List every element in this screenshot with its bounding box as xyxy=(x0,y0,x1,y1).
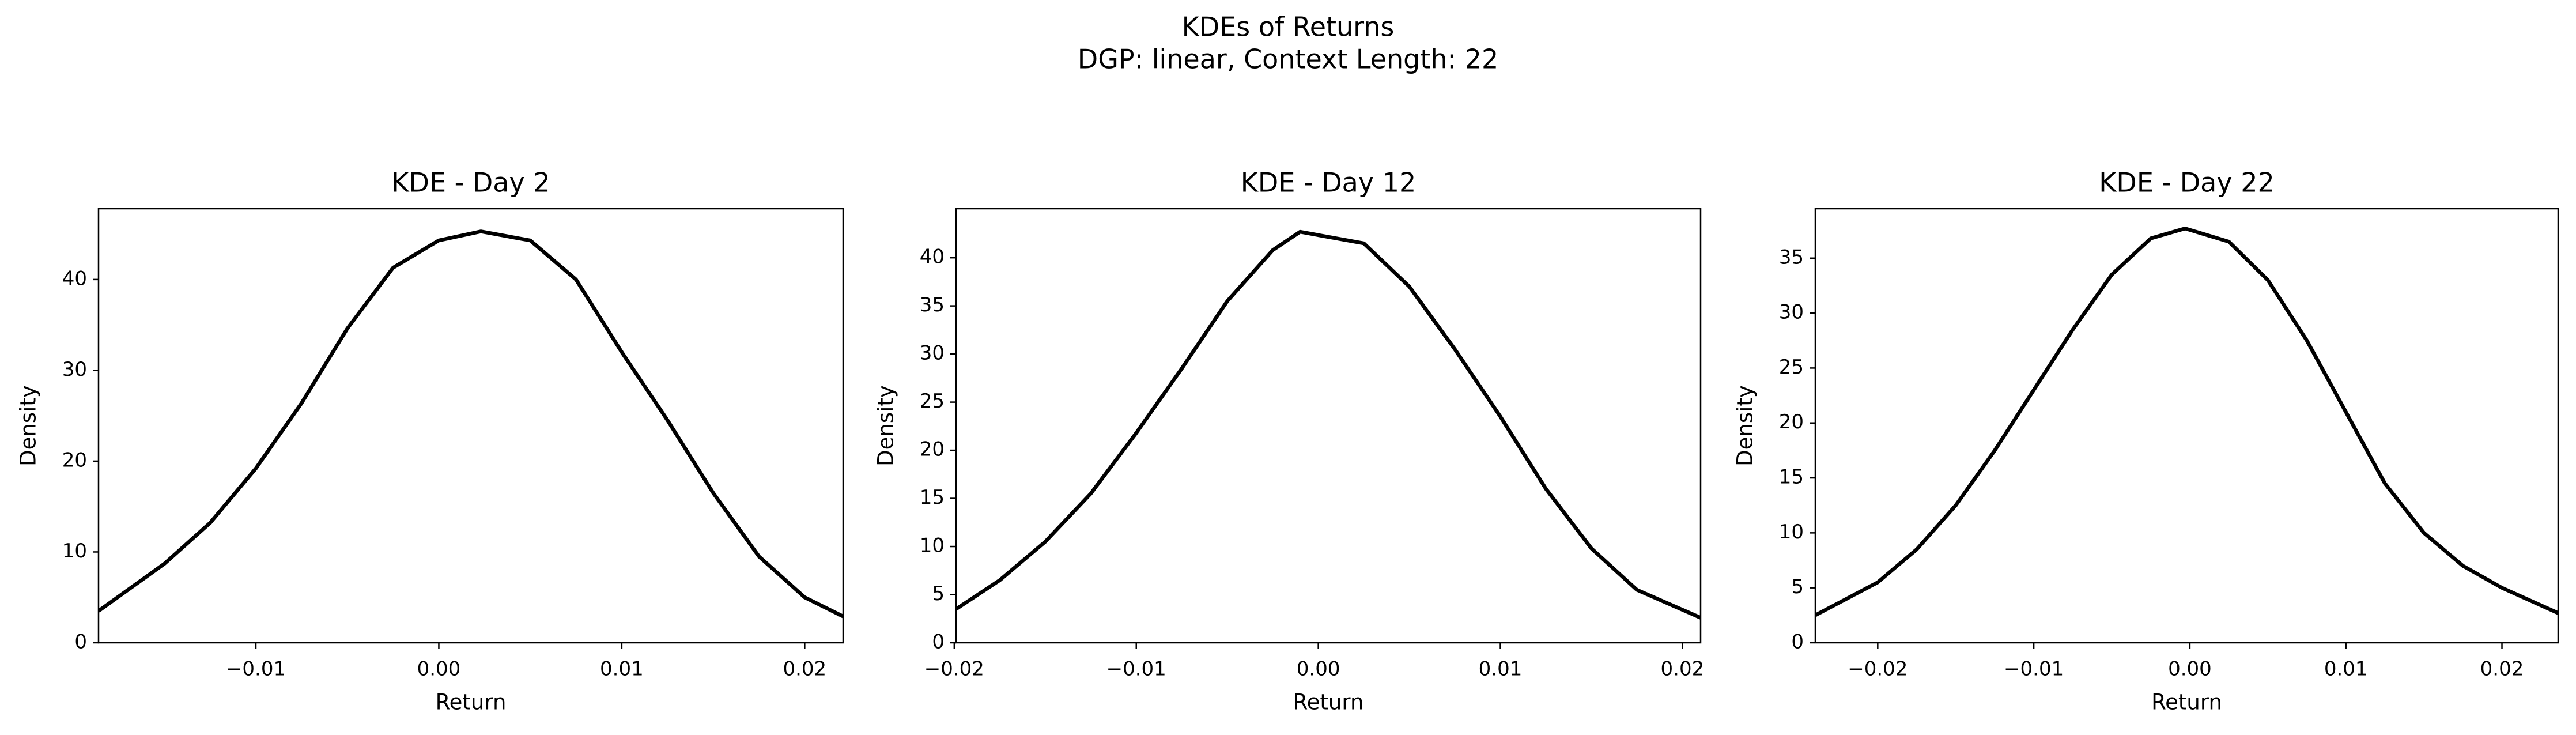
y-tick-label: 0 xyxy=(932,631,945,654)
y-tick-label: 20 xyxy=(920,438,945,461)
x-tick-label: 0.02 xyxy=(1661,658,1705,681)
y-tick-label: 20 xyxy=(62,448,87,472)
y-axis-label: Density xyxy=(874,385,898,466)
y-tick-label: 20 xyxy=(1779,410,1804,434)
y-tick-label: 10 xyxy=(62,540,87,563)
y-tick-label: 10 xyxy=(920,534,945,557)
y-tick-label: 0 xyxy=(74,631,87,654)
y-tick-label: 15 xyxy=(920,486,945,509)
x-tick-label: 0.02 xyxy=(2480,658,2524,681)
figure-subtitle: DGP: linear, Context Length: 22 xyxy=(1078,44,1498,75)
kde-line xyxy=(956,229,1701,620)
y-tick-label: 30 xyxy=(62,358,87,381)
subplot-title: KDE - Day 22 xyxy=(2099,167,2274,198)
x-tick-label: 0.00 xyxy=(1297,658,1340,681)
x-tick-label: −0.02 xyxy=(1848,658,1908,681)
x-tick-label: 0.01 xyxy=(1479,658,1523,681)
x-tick-label: 0.02 xyxy=(783,658,826,681)
x-axis-label: Return xyxy=(2151,690,2222,715)
y-tick-label: 15 xyxy=(1779,466,1804,489)
axes-frame xyxy=(1814,208,2559,644)
y-tick-label: 0 xyxy=(1791,631,1804,654)
x-tick-label: 0.01 xyxy=(600,658,644,681)
y-tick-label: 40 xyxy=(62,267,87,290)
y-tick-label: 5 xyxy=(1791,575,1804,598)
x-tick-label: −0.01 xyxy=(226,658,286,681)
x-tick-label: 0.00 xyxy=(2168,658,2212,681)
subplot-title: KDE - Day 12 xyxy=(1241,167,1416,198)
x-axis-label: Return xyxy=(1293,690,1364,715)
y-tick-label: 5 xyxy=(932,582,945,605)
kde-line xyxy=(1815,227,2558,617)
kde-line xyxy=(99,229,843,619)
y-tick-label: 30 xyxy=(920,342,945,365)
x-tick-label: 0.00 xyxy=(417,658,461,681)
y-axis-label: Density xyxy=(16,385,41,466)
axes-frame xyxy=(955,208,1702,644)
y-tick-label: 25 xyxy=(920,390,945,413)
axes-frame xyxy=(97,208,844,644)
y-tick-label: 30 xyxy=(1779,301,1804,324)
y-tick-label: 35 xyxy=(1779,246,1804,269)
y-tick-label: 35 xyxy=(920,293,945,316)
y-tick-label: 40 xyxy=(920,246,945,269)
x-axis-label: Return xyxy=(436,690,507,715)
y-tick-label: 10 xyxy=(1779,521,1804,544)
x-tick-label: −0.01 xyxy=(2004,658,2064,681)
x-tick-label: 0.01 xyxy=(2324,658,2368,681)
y-axis-label: Density xyxy=(1733,385,1758,466)
subplot-title: KDE - Day 2 xyxy=(391,167,550,198)
figure-title: KDEs of Returns xyxy=(1182,12,1395,43)
x-tick-label: −0.02 xyxy=(924,658,984,681)
y-tick-label: 25 xyxy=(1779,356,1804,379)
x-tick-label: −0.01 xyxy=(1106,658,1166,681)
